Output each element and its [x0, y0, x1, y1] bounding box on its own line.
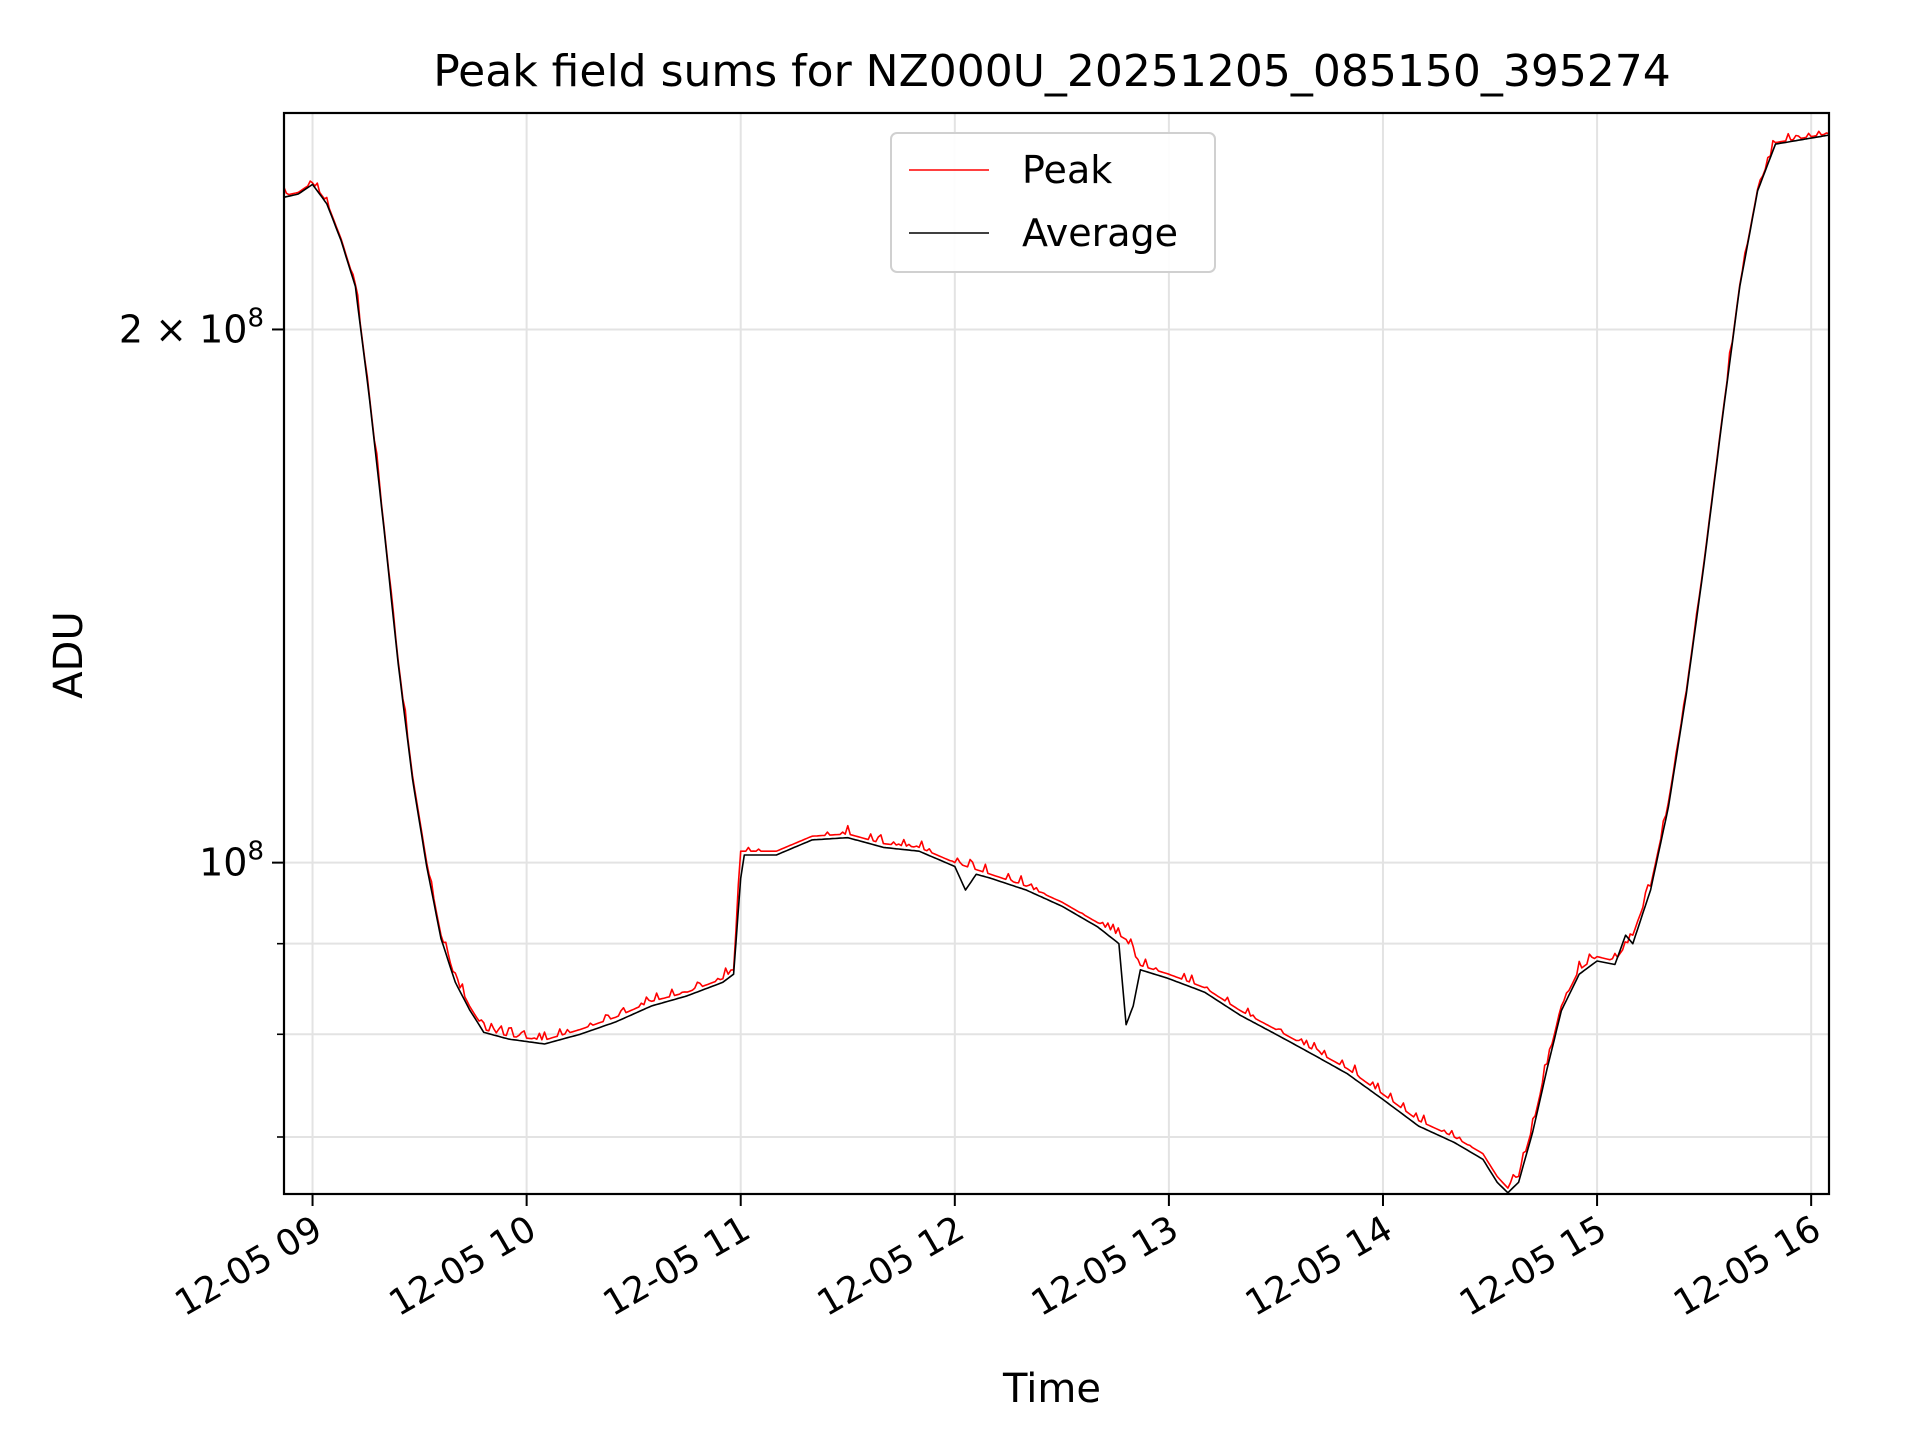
y-tick-exponent: 8 — [247, 303, 264, 333]
y-axis-label: ADU — [46, 611, 92, 698]
y-tick-base: 10 — [199, 307, 247, 351]
series-line-average — [283, 134, 1830, 1194]
y-tick-exponent: 8 — [247, 837, 264, 867]
y-tick-mantissa: 2 × — [119, 307, 199, 351]
legend-label-average: Average — [1022, 211, 1178, 255]
legend-label-peak: Peak — [1022, 148, 1112, 192]
chart-title: Peak field sums for NZ000U_20251205_0851… — [433, 46, 1671, 97]
series-line-peak — [283, 130, 1830, 1189]
y-tick-base: 10 — [199, 841, 247, 885]
x-axis-label: Time — [1002, 1366, 1101, 1412]
grid-lines — [284, 113, 1829, 1194]
legend: Peak Average — [890, 132, 1216, 273]
y-tick-label: 2 × 108 — [119, 303, 264, 351]
plot-frame — [282, 111, 1831, 1196]
series-layer — [283, 130, 1830, 1194]
y-tick-label: 108 — [199, 837, 264, 885]
legend-box — [890, 132, 1216, 273]
